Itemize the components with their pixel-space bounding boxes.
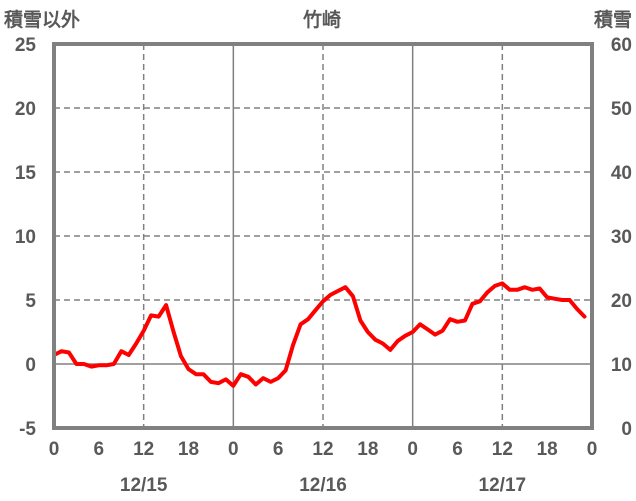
series-line-1 bbox=[52, 281, 587, 388]
x-tick-label: 0 bbox=[49, 439, 60, 460]
y-left-tick-label: -5 bbox=[19, 419, 36, 440]
y-left-tick-label: 20 bbox=[15, 99, 36, 120]
y-left-tick-label: 10 bbox=[15, 227, 36, 248]
y-right-tick-label: 60 bbox=[611, 35, 632, 56]
x-tick-label: 0 bbox=[407, 439, 418, 460]
y-left-tick-label: 0 bbox=[25, 355, 36, 376]
y-right-tick-label: 0 bbox=[621, 419, 632, 440]
x-tick-label: 18 bbox=[357, 439, 378, 460]
x-tick-label: 12 bbox=[492, 439, 513, 460]
date-label: 12/17 bbox=[479, 475, 527, 496]
x-tick-label: 0 bbox=[228, 439, 239, 460]
y-axis-right: 0 10 20 30 40 50 60 bbox=[611, 35, 632, 440]
y-right-tick-label: 40 bbox=[611, 163, 632, 184]
x-tick-label: 18 bbox=[537, 439, 558, 460]
x-tick-label: 12 bbox=[133, 439, 154, 460]
x-tick-label: 0 bbox=[587, 439, 598, 460]
y-right-tick-label: 30 bbox=[611, 227, 632, 248]
x-tick-label: 6 bbox=[452, 439, 463, 460]
chart-title: 竹崎 bbox=[302, 8, 341, 31]
date-label: 12/15 bbox=[120, 475, 168, 496]
plot-frame bbox=[52, 42, 594, 430]
date-labels: 12/15 12/16 12/17 bbox=[120, 475, 526, 496]
x-tick-label: 6 bbox=[94, 439, 105, 460]
y-axis-left: -5 0 5 10 15 20 25 bbox=[15, 35, 37, 440]
x-tick-label: 18 bbox=[178, 439, 199, 460]
x-axis: 0 6 12 18 0 6 12 18 0 6 12 18 0 bbox=[49, 439, 598, 460]
x-tick-label: 6 bbox=[273, 439, 284, 460]
left-axis-label: 積雪以外 bbox=[4, 8, 80, 31]
y-right-tick-label: 10 bbox=[611, 355, 632, 376]
date-label: 12/16 bbox=[299, 475, 347, 496]
right-axis-label: 積雪 bbox=[594, 8, 632, 31]
y-left-tick-label: 5 bbox=[25, 291, 36, 312]
y-left-tick-label: 25 bbox=[15, 35, 37, 56]
y-right-tick-label: 20 bbox=[611, 291, 632, 312]
grid bbox=[54, 44, 592, 428]
x-tick-label: 12 bbox=[312, 439, 333, 460]
y-left-tick-label: 15 bbox=[15, 163, 37, 184]
y-right-tick-label: 50 bbox=[611, 99, 632, 120]
